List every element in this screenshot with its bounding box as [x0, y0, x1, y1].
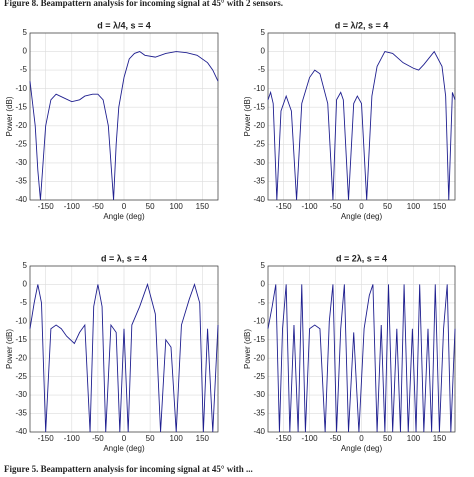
x-tick-label: 150: [433, 202, 447, 211]
x-axis-label: Angle (deg): [103, 444, 145, 453]
y-tick-label: -35: [253, 177, 265, 186]
y-axis-label: Power (dB): [5, 329, 14, 369]
x-tick-label: -50: [330, 202, 342, 211]
y-tick-label: -35: [253, 409, 265, 418]
x-tick-label: 0: [122, 202, 127, 211]
y-tick-label: 5: [23, 28, 28, 37]
x-axis-label: Angle (deg): [103, 212, 145, 221]
y-tick-label: -35: [15, 409, 27, 418]
y-tick-label: -30: [15, 158, 27, 167]
x-tick-label: -150: [38, 202, 55, 211]
x-tick-label: -50: [330, 434, 342, 443]
curve: [267, 50, 456, 201]
curve: [29, 51, 219, 201]
y-axis-label: Power (dB): [5, 96, 14, 136]
x-tick-label: 50: [383, 202, 392, 211]
x-tick-label: -150: [276, 202, 293, 211]
chart-title: d = 2λ, s = 4: [336, 253, 387, 263]
y-tick-label: -40: [253, 195, 265, 204]
x-axis-label: Angle (deg): [341, 212, 383, 221]
curve: [29, 282, 219, 433]
x-tick-label: -100: [64, 202, 81, 211]
y-tick-label: 0: [261, 47, 266, 56]
y-tick-label: -5: [20, 65, 28, 74]
y-tick-label: -5: [258, 298, 266, 307]
y-tick-label: -15: [15, 102, 27, 111]
y-tick-label: 5: [261, 261, 266, 270]
chart-title: d = λ/4, s = 4: [97, 20, 151, 30]
x-tick-label: -150: [276, 434, 293, 443]
x-tick-label: -100: [302, 434, 319, 443]
y-axis-label: Power (dB): [243, 96, 252, 136]
y-tick-label: -30: [15, 390, 27, 399]
y-tick-label: -25: [15, 372, 27, 381]
x-tick-label: -50: [92, 434, 104, 443]
x-tick-label: 100: [170, 202, 184, 211]
x-tick-label: 100: [170, 434, 184, 443]
y-tick-label: -10: [253, 316, 265, 325]
x-tick-label: -100: [64, 434, 81, 443]
plot-frame: [29, 32, 219, 201]
x-tick-label: 0: [359, 202, 364, 211]
x-axis-label: Angle (deg): [341, 444, 383, 453]
y-tick-label: -15: [253, 102, 265, 111]
y-tick-label: -10: [15, 84, 27, 93]
y-tick-label: -10: [253, 84, 265, 93]
x-tick-label: 0: [122, 434, 127, 443]
x-tick-label: 100: [407, 434, 421, 443]
y-tick-label: -15: [253, 335, 265, 344]
plot-frame: [267, 265, 456, 433]
x-tick-label: 50: [146, 434, 155, 443]
x-tick-label: 150: [433, 434, 447, 443]
y-tick-label: -40: [15, 427, 27, 436]
y-tick-label: -30: [253, 158, 265, 167]
x-tick-label: -50: [92, 202, 104, 211]
x-tick-label: -100: [302, 202, 319, 211]
y-tick-label: -20: [253, 353, 265, 362]
y-tick-label: -25: [253, 139, 265, 148]
caption-top: Figure 8. Beampattern analysis for incom…: [4, 0, 283, 8]
x-tick-label: 50: [383, 434, 392, 443]
x-tick-label: 50: [146, 202, 155, 211]
y-tick-label: -10: [15, 316, 27, 325]
curve: [267, 284, 456, 433]
x-tick-label: -150: [38, 434, 55, 443]
x-tick-label: 100: [407, 202, 421, 211]
y-tick-label: -20: [15, 353, 27, 362]
y-tick-label: -25: [253, 372, 265, 381]
caption-bottom: Figure 5. Beampattern analysis for incom…: [4, 464, 253, 474]
plot-frame: [29, 265, 219, 433]
y-tick-label: -5: [258, 65, 266, 74]
y-tick-label: -20: [253, 121, 265, 130]
chart-title: d = λ, s = 4: [101, 253, 147, 263]
plot-frame: [267, 32, 456, 201]
y-tick-label: -30: [253, 390, 265, 399]
x-tick-label: 150: [196, 434, 210, 443]
y-tick-label: 0: [23, 280, 28, 289]
y-tick-label: -40: [15, 195, 27, 204]
y-tick-label: 5: [261, 28, 266, 37]
y-axis-label: Power (dB): [243, 329, 252, 369]
x-tick-label: 150: [196, 202, 210, 211]
chart-title: d = λ/2, s = 4: [335, 20, 389, 30]
y-tick-label: -35: [15, 177, 27, 186]
y-tick-label: -20: [15, 121, 27, 130]
y-tick-label: -40: [253, 427, 265, 436]
y-tick-label: 0: [261, 280, 266, 289]
y-tick-label: 0: [23, 47, 28, 56]
y-tick-label: -5: [20, 298, 28, 307]
y-tick-label: -15: [15, 335, 27, 344]
x-tick-label: 0: [359, 434, 364, 443]
y-tick-label: 5: [23, 261, 28, 270]
y-tick-label: -25: [15, 139, 27, 148]
